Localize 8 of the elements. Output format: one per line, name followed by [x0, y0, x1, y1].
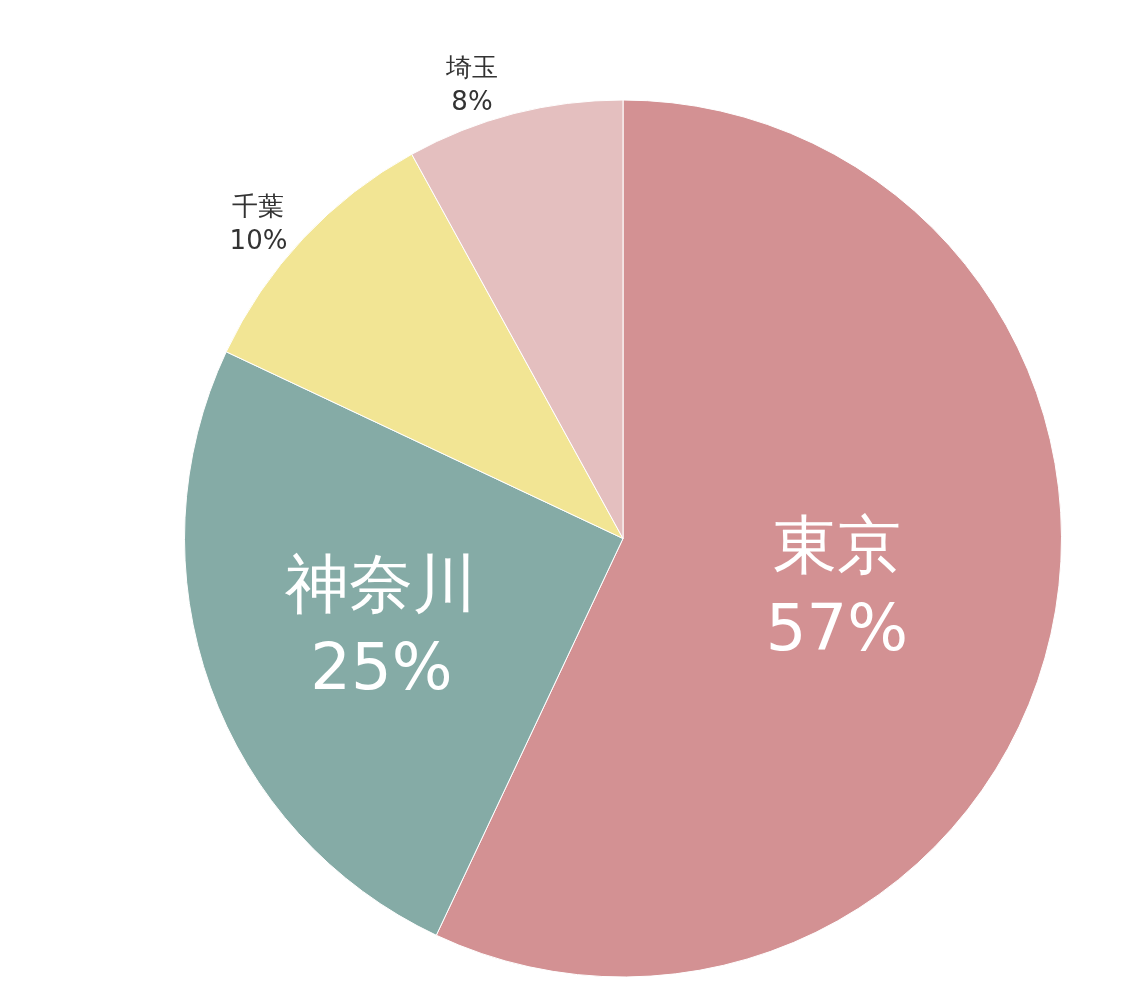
data-label: 57%: [765, 590, 909, 665]
slice-label: 東京: [772, 507, 901, 582]
slice-label: 千葉: [232, 191, 285, 222]
data-label: 10%: [229, 225, 288, 256]
data-label: 8%: [451, 85, 493, 116]
slice-label: 神奈川: [285, 546, 478, 621]
data-label: 25%: [310, 630, 453, 705]
slice-label: 埼玉: [445, 51, 498, 82]
